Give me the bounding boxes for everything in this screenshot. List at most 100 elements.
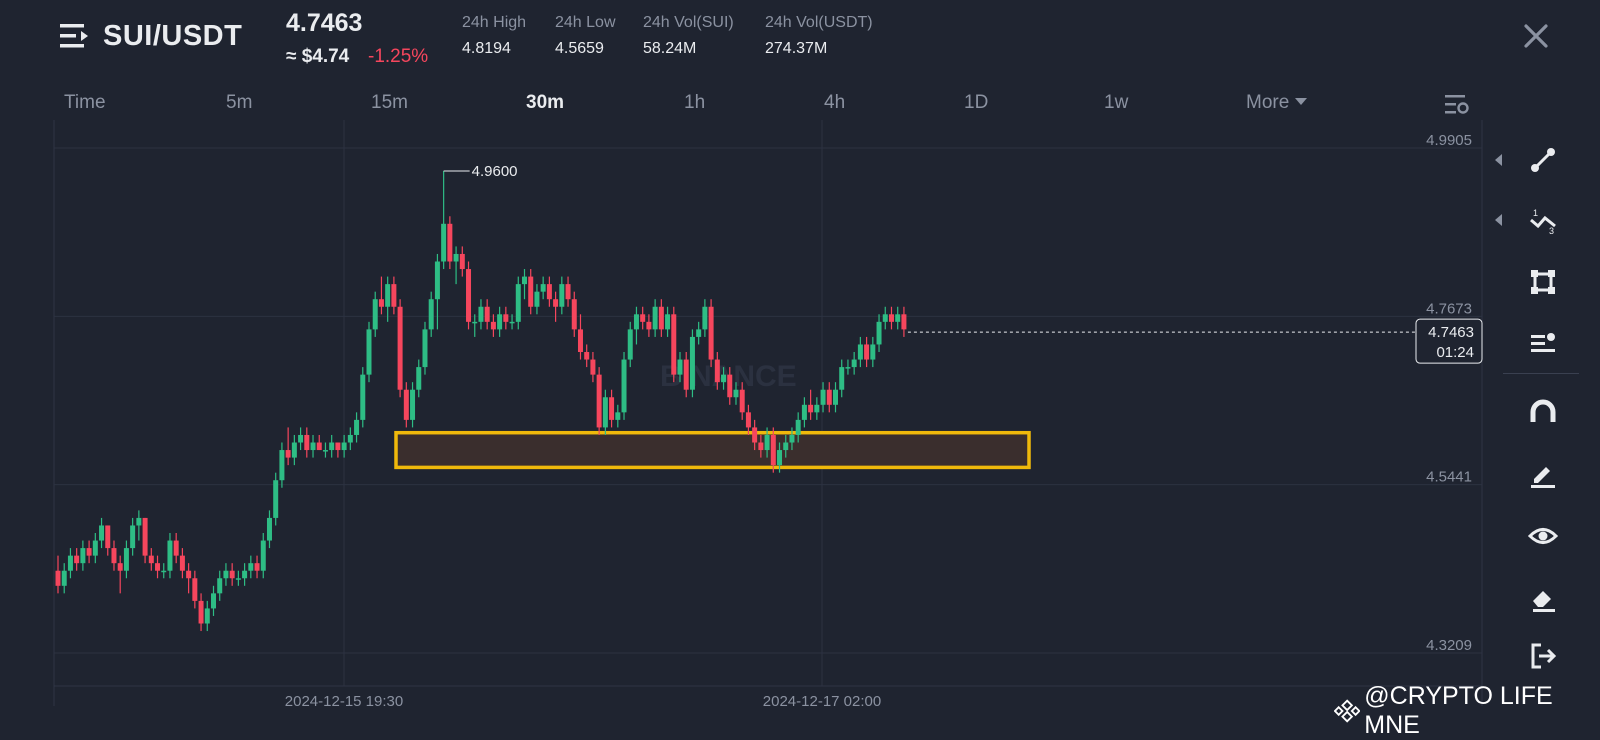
- candle-body: [895, 314, 901, 322]
- candle: [459, 246, 465, 277]
- fib-tool[interactable]: 1 3: [1495, 200, 1583, 240]
- candle: [385, 276, 391, 322]
- candle: [186, 563, 192, 594]
- stat-value: 274.37M: [765, 40, 828, 57]
- magnet-tool[interactable]: [1503, 392, 1583, 432]
- stat-24h-high: 24h High 4.8194: [462, 14, 526, 58]
- candle-body: [304, 434, 310, 451]
- candle-body: [335, 442, 341, 451]
- candle: [204, 600, 210, 632]
- candle-body: [515, 284, 521, 322]
- candle: [764, 427, 770, 458]
- tab-1w[interactable]: 1w: [1104, 92, 1129, 113]
- tab-1d[interactable]: 1D: [964, 92, 989, 113]
- candle-body: [354, 419, 360, 435]
- candle-body: [229, 570, 235, 579]
- visibility-tool[interactable]: [1503, 516, 1583, 556]
- candle-body: [609, 397, 615, 420]
- candle-body: [665, 314, 671, 330]
- candle: [341, 434, 347, 458]
- pencil-tool[interactable]: [1503, 454, 1583, 494]
- rectangle-tool[interactable]: [1503, 262, 1583, 302]
- eraser-tool[interactable]: [1503, 578, 1583, 618]
- tab-1h[interactable]: 1h: [684, 92, 706, 113]
- candle: [577, 314, 583, 360]
- candle: [888, 306, 894, 330]
- candle: [770, 427, 776, 473]
- close-icon[interactable]: [1518, 18, 1554, 54]
- candle-body: [360, 374, 366, 420]
- tab-4h[interactable]: 4h: [824, 92, 846, 113]
- expand-arrow-icon[interactable]: [1495, 154, 1502, 166]
- candle-body: [708, 306, 714, 360]
- candle-body: [341, 442, 347, 451]
- candle: [61, 563, 67, 594]
- candle-body: [783, 442, 789, 451]
- candle: [845, 359, 851, 375]
- tab-30m[interactable]: 30m: [526, 92, 565, 113]
- candle-body: [677, 359, 683, 375]
- candle-body: [882, 314, 888, 322]
- candle: [161, 563, 167, 579]
- expand-arrow-icon[interactable]: [1495, 214, 1502, 226]
- candle: [876, 314, 882, 353]
- candle-body: [179, 555, 185, 571]
- candle-body: [61, 570, 67, 586]
- x-tick-label: 2024-12-17 02:00: [763, 693, 881, 710]
- candle-body: [422, 329, 428, 368]
- candle-body: [478, 306, 484, 322]
- trend-line-tool[interactable]: [1495, 140, 1583, 180]
- candle: [708, 299, 714, 368]
- candle-body: [789, 434, 795, 443]
- usd-price: ≈ $4.74: [286, 46, 350, 67]
- candle-body: [553, 299, 559, 307]
- candle: [142, 517, 148, 564]
- y-tick-label: 4.3209: [1426, 637, 1472, 654]
- candle-body: [615, 412, 621, 420]
- candle: [640, 306, 646, 330]
- candle-body: [534, 291, 540, 307]
- candle: [795, 412, 801, 443]
- pair-title[interactable]: SUI/USDT: [103, 20, 243, 52]
- x-tick-label: 2024-12-15 19:30: [285, 693, 403, 710]
- candle: [130, 517, 136, 556]
- tab-time[interactable]: Time: [64, 92, 106, 113]
- position-tool[interactable]: [1503, 324, 1583, 364]
- candle-body: [683, 359, 689, 390]
- candle-body: [447, 223, 453, 262]
- candle: [565, 276, 571, 307]
- candle-body: [801, 404, 807, 420]
- position-icon: [1531, 333, 1555, 352]
- candle-body: [546, 284, 552, 300]
- candle-body: [671, 314, 677, 375]
- candle: [354, 412, 360, 443]
- candle-body: [223, 570, 229, 579]
- candle-body: [385, 284, 391, 307]
- candle: [372, 291, 378, 337]
- candle: [453, 246, 459, 285]
- candle-body: [714, 359, 720, 383]
- candle-body: [758, 442, 764, 451]
- candle: [857, 336, 863, 368]
- menu-icon[interactable]: [60, 22, 90, 50]
- candle: [304, 427, 310, 458]
- candle: [522, 269, 527, 300]
- tab-5m[interactable]: 5m: [226, 92, 253, 113]
- candle-body: [633, 314, 639, 330]
- exit-tool[interactable]: [1503, 636, 1583, 676]
- candle: [441, 171, 447, 270]
- tab-15m[interactable]: 15m: [371, 92, 408, 113]
- chart-settings-icon[interactable]: [1444, 92, 1470, 116]
- tab-more[interactable]: More: [1246, 92, 1308, 114]
- toolbar-divider: [1503, 373, 1579, 374]
- candle: [739, 382, 745, 420]
- candle-body: [702, 306, 708, 330]
- candle-body: [590, 359, 596, 375]
- candle-body: [503, 314, 509, 322]
- candle-body: [298, 434, 304, 443]
- rectangle-icon: [1531, 270, 1555, 294]
- stat-value: 4.5659: [555, 40, 604, 57]
- candle: [621, 352, 627, 420]
